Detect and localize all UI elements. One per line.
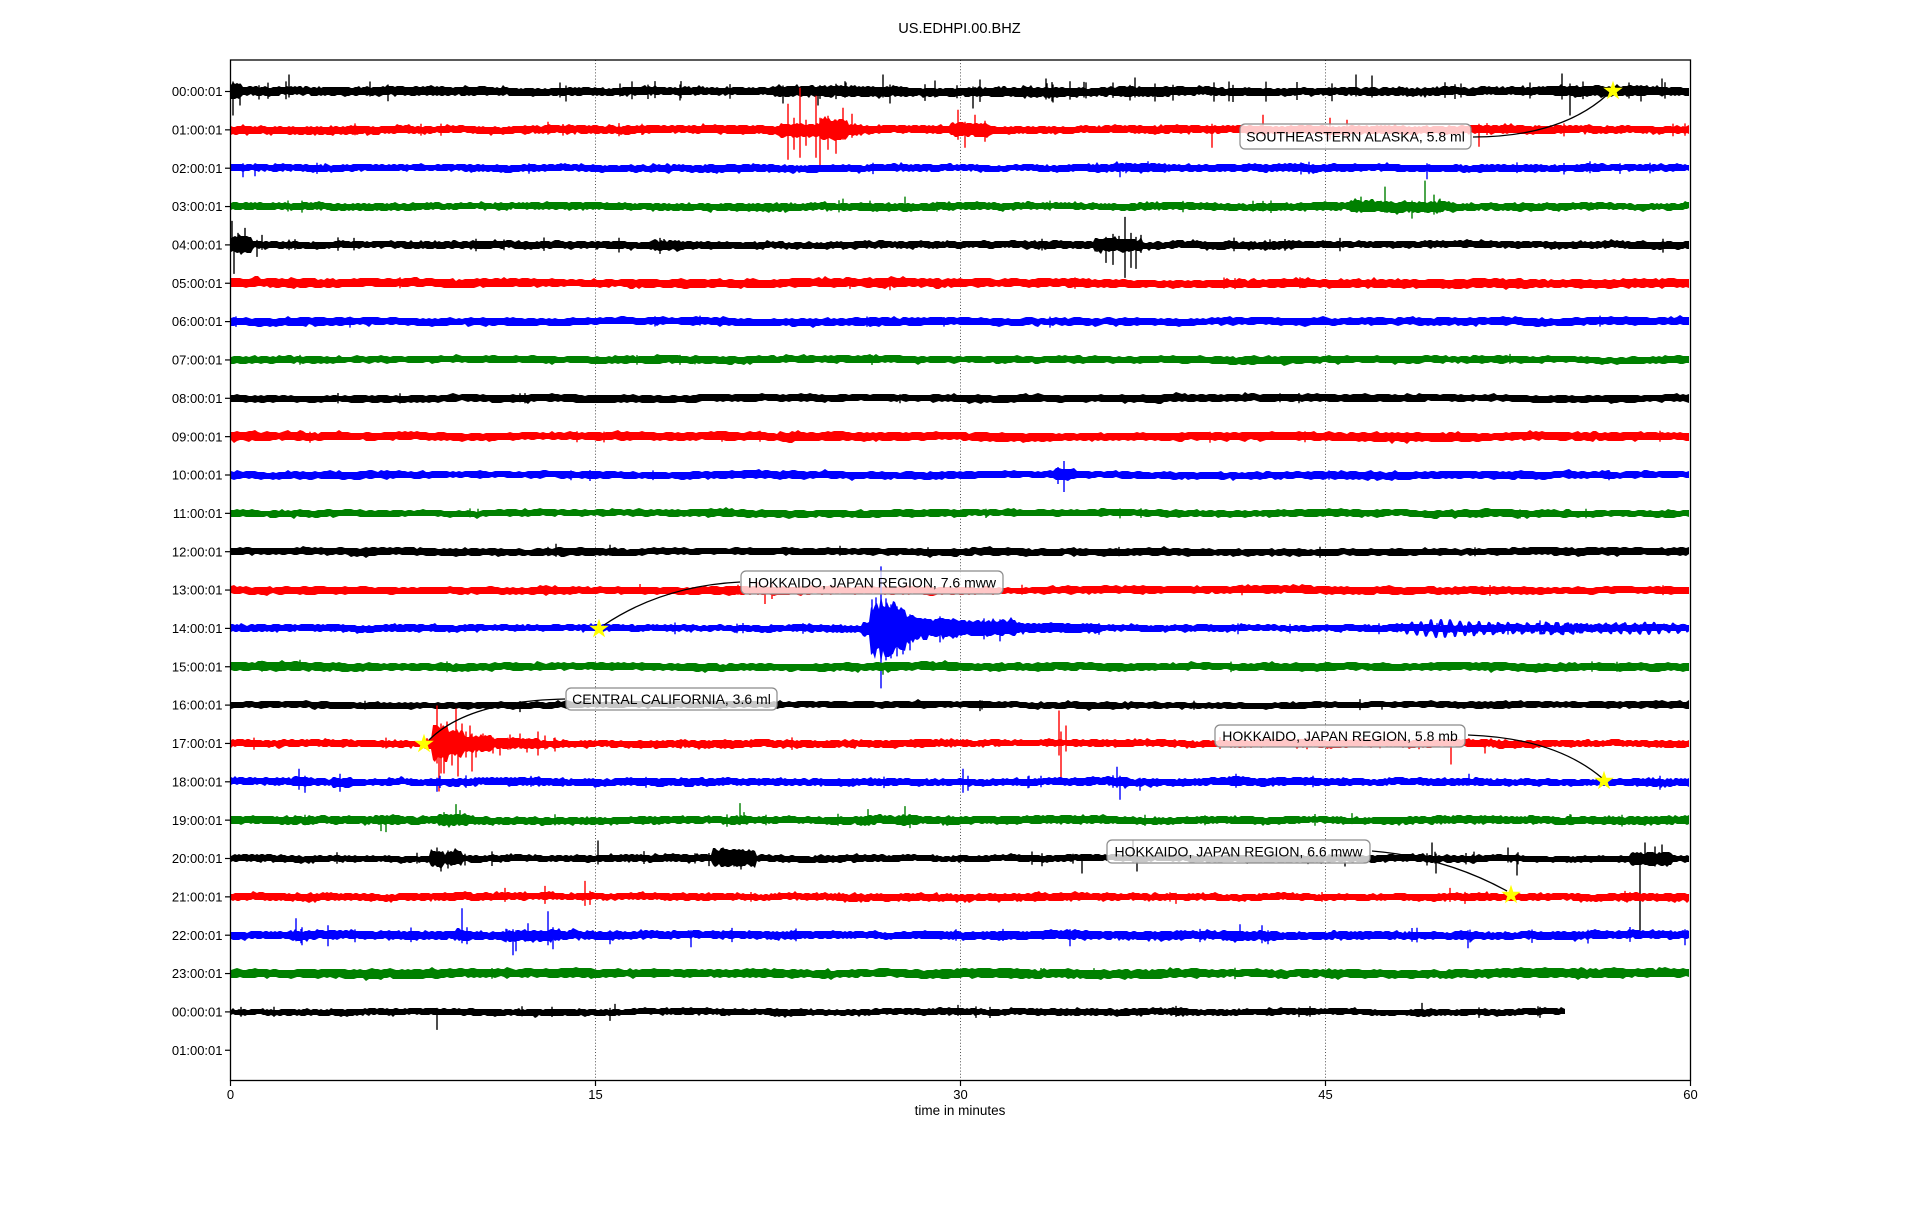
svg-text:20:00:01: 20:00:01 bbox=[172, 851, 223, 866]
svg-text:11:00:01: 11:00:01 bbox=[173, 506, 223, 521]
svg-text:01:00:01: 01:00:01 bbox=[172, 1043, 223, 1058]
svg-text:time in minutes: time in minutes bbox=[915, 1103, 1006, 1118]
svg-text:13:00:01: 13:00:01 bbox=[172, 583, 223, 598]
svg-text:15: 15 bbox=[588, 1087, 602, 1102]
svg-text:12:00:01: 12:00:01 bbox=[172, 544, 223, 559]
svg-text:HOKKAIDO, JAPAN REGION, 5.8 mb: HOKKAIDO, JAPAN REGION, 5.8 mb bbox=[1222, 728, 1458, 744]
svg-text:16:00:01: 16:00:01 bbox=[172, 698, 223, 713]
svg-text:18:00:01: 18:00:01 bbox=[172, 774, 223, 789]
svg-text:19:00:01: 19:00:01 bbox=[172, 813, 223, 828]
svg-text:22:00:01: 22:00:01 bbox=[172, 928, 223, 943]
svg-text:07:00:01: 07:00:01 bbox=[172, 353, 223, 368]
svg-text:05:00:01: 05:00:01 bbox=[172, 276, 223, 291]
svg-text:06:00:01: 06:00:01 bbox=[172, 314, 223, 329]
svg-text:01:00:01: 01:00:01 bbox=[172, 122, 223, 137]
svg-text:SOUTHEASTERN ALASKA, 5.8 ml: SOUTHEASTERN ALASKA, 5.8 ml bbox=[1246, 129, 1465, 145]
svg-text:14:00:01: 14:00:01 bbox=[172, 621, 223, 636]
svg-text:15:00:01: 15:00:01 bbox=[172, 659, 223, 674]
svg-text:60: 60 bbox=[1683, 1087, 1697, 1102]
svg-text:10:00:01: 10:00:01 bbox=[172, 468, 223, 483]
svg-text:23:00:01: 23:00:01 bbox=[172, 966, 223, 981]
svg-text:17:00:01: 17:00:01 bbox=[172, 736, 223, 751]
svg-text:02:00:01: 02:00:01 bbox=[172, 161, 223, 176]
svg-text:HOKKAIDO, JAPAN REGION, 6.6 mw: HOKKAIDO, JAPAN REGION, 6.6 mww bbox=[1115, 844, 1364, 860]
svg-text:21:00:01: 21:00:01 bbox=[172, 889, 223, 904]
svg-text:US.EDHPI.00.BHZ: US.EDHPI.00.BHZ bbox=[898, 21, 1021, 37]
svg-text:CENTRAL CALIFORNIA, 3.6 ml: CENTRAL CALIFORNIA, 3.6 ml bbox=[572, 691, 771, 707]
svg-text:08:00:01: 08:00:01 bbox=[172, 391, 223, 406]
svg-text:09:00:01: 09:00:01 bbox=[172, 429, 223, 444]
svg-text:0: 0 bbox=[227, 1087, 234, 1102]
svg-text:04:00:01: 04:00:01 bbox=[172, 238, 223, 253]
svg-text:30: 30 bbox=[953, 1087, 967, 1102]
svg-text:00:00:01: 00:00:01 bbox=[172, 1005, 223, 1020]
svg-text:00:00:01: 00:00:01 bbox=[172, 84, 223, 99]
svg-text:03:00:01: 03:00:01 bbox=[172, 199, 223, 214]
svg-text:45: 45 bbox=[1318, 1087, 1332, 1102]
svg-text:HOKKAIDO, JAPAN REGION, 7.6 mw: HOKKAIDO, JAPAN REGION, 7.6 mww bbox=[748, 575, 997, 591]
